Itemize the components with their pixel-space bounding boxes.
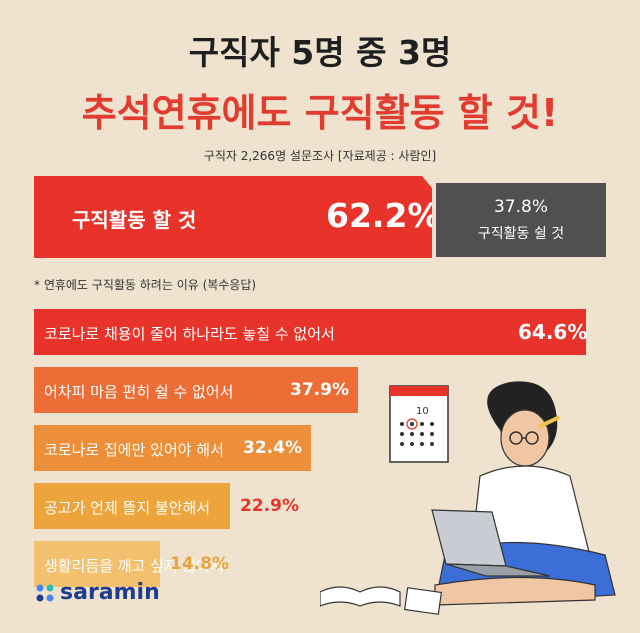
reason-value: 14.8% bbox=[170, 554, 229, 574]
headline: 구직자 5명 중 3명 bbox=[188, 33, 452, 72]
open-book-icon bbox=[320, 586, 443, 615]
svg-text:10: 10 bbox=[416, 406, 429, 417]
split-label-rest: 구직활동 쉴 것 bbox=[477, 226, 565, 242]
reason-bar: 코로나로 채용이 줄어 하나라도 놓칠 수 없어서 bbox=[34, 309, 586, 355]
reason-bar: 코로나로 집에만 있어야 해서 bbox=[34, 425, 311, 471]
headline-highlight: 추석연휴에도 구직활동 할 것! bbox=[81, 91, 559, 135]
split-value-job-seeking: 62.2% bbox=[326, 196, 441, 235]
reason-value: 37.9% bbox=[290, 380, 349, 400]
saramin-logo: saramin bbox=[34, 580, 160, 608]
reason-bar: 어차피 마음 편히 쉴 수 없어서 bbox=[34, 367, 358, 413]
reason-label: 공고가 언제 뜰지 불안해서 bbox=[44, 499, 211, 517]
reason-label: 어차피 마음 편히 쉴 수 없어서 bbox=[44, 383, 234, 401]
reason-value: 32.4% bbox=[243, 438, 302, 458]
split-label-job-seeking: 구직활동 할 것 bbox=[72, 208, 197, 232]
reason-bar: 공고가 언제 뜰지 불안해서 bbox=[34, 483, 230, 529]
reason-value: 22.9% bbox=[240, 496, 299, 516]
reason-bar: 생활리듬을 깨고 싶지 않아서 bbox=[34, 541, 224, 587]
reasons-note: * 연휴에도 구직활동 하려는 이유 (복수응답) bbox=[34, 278, 257, 292]
reason-value: 64.6% bbox=[518, 320, 588, 344]
saramin-logo-text: saramin bbox=[60, 580, 160, 605]
job-seeker-illustration: 10 bbox=[320, 381, 616, 615]
saramin-logo-icon bbox=[36, 584, 54, 602]
reason-label: 코로나로 집에만 있어야 해서 bbox=[44, 441, 224, 459]
laptop-icon bbox=[431, 509, 551, 577]
split-bar-rest: 37.8% 구직활동 쉴 것 bbox=[436, 183, 606, 257]
reason-label: 코로나로 채용이 줄어 하나라도 놓칠 수 없어서 bbox=[44, 325, 335, 343]
split-value-rest: 37.8% bbox=[493, 197, 548, 217]
split-bar-job-seeking: 구직활동 할 것 62.2% bbox=[34, 176, 432, 258]
calendar-icon: 10 bbox=[389, 385, 449, 463]
survey-source: 구직자 2,266명 설문조사 [자료제공 : 사람인] bbox=[203, 149, 437, 163]
reason-label: 생활리듬을 깨고 싶지 않아서 bbox=[44, 557, 224, 575]
